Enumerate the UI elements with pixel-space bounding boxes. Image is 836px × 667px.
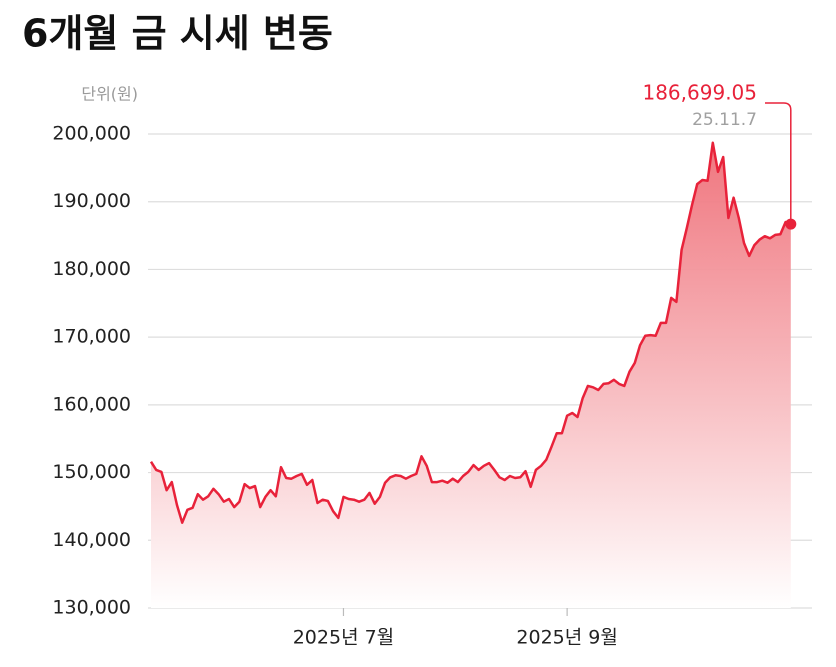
y-tick-label: 190,000 [52, 190, 131, 212]
leader-line [765, 102, 792, 225]
y-tick-label: 160,000 [52, 393, 131, 415]
y-tick-label: 150,000 [52, 461, 131, 483]
y-tick-label: 140,000 [52, 529, 131, 551]
line [149, 141, 792, 524]
y-tick-label: 180,000 [52, 258, 131, 280]
last-point [785, 218, 797, 230]
y-tick-label: 170,000 [52, 326, 131, 348]
unit-label: 단위(원) [81, 85, 138, 104]
y-tick-label: 200,000 [52, 123, 131, 145]
x-tick-label: 2025년 7월 [293, 627, 394, 649]
x-tick-label: 2025년 9월 [516, 627, 617, 649]
area [151, 142, 791, 609]
annotation-date: 25.11.7 [692, 110, 757, 130]
chart-title: 6개월 금 시세 변동 [22, 12, 333, 56]
y-tick-label: 130,000 [52, 597, 131, 619]
annotation-value: 186,699.05 [642, 81, 757, 105]
